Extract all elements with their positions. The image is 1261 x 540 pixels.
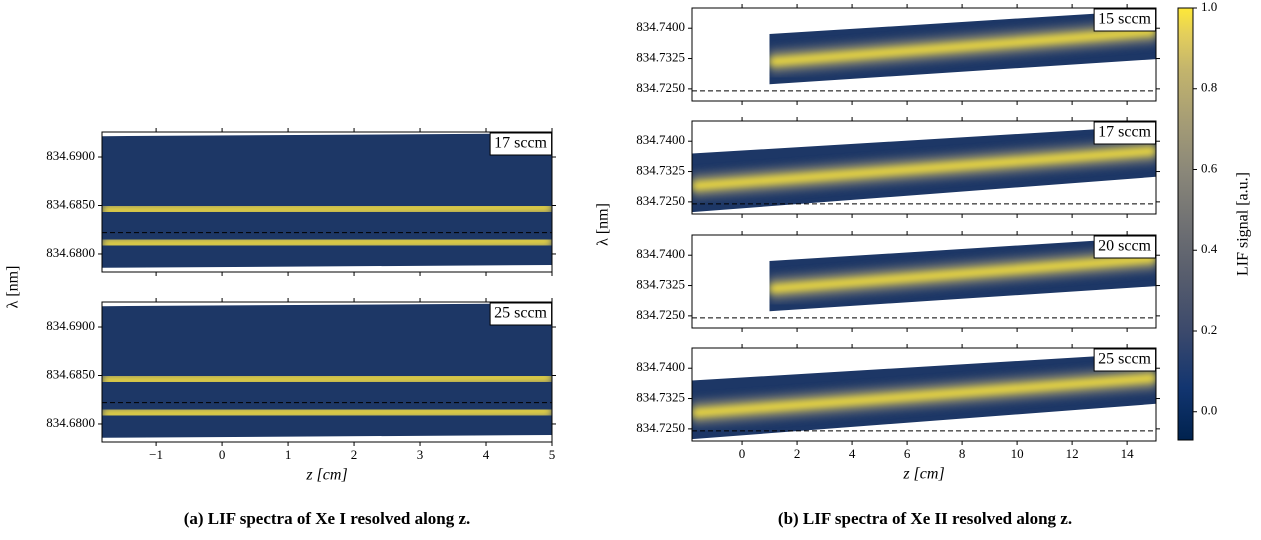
caption: (a) LIF spectra of Xe I resolved along z…	[184, 509, 471, 528]
y-tick-label: 834.6850	[46, 196, 95, 211]
x-tick-label: 10	[1011, 446, 1024, 461]
signal-band	[102, 203, 552, 215]
label-box	[489, 302, 553, 326]
colorbar-tick-label: 0.4	[1201, 241, 1218, 256]
y-tick-label: 834.7250	[636, 193, 685, 208]
x-tick-label: 8	[959, 446, 966, 461]
subplot-label: 25 sccm	[494, 305, 547, 322]
axes-frame	[101, 301, 553, 443]
heatmap	[769, 9, 1156, 85]
axes-frame	[691, 7, 1157, 102]
signal-band	[102, 406, 552, 419]
x-tick-label: 0	[739, 446, 746, 461]
y-tick-label: 834.7400	[636, 246, 685, 261]
y-tick-label: 834.7325	[636, 277, 685, 292]
axes-frame	[691, 120, 1157, 215]
label-box	[1093, 8, 1157, 32]
y-tick-label: 834.7325	[636, 390, 685, 405]
colorbar-tick-label: 1.0	[1201, 0, 1217, 14]
x-tick-label: 14	[1121, 446, 1135, 461]
x-tick-label: 2	[794, 446, 801, 461]
y-tick-label: 834.7400	[636, 132, 685, 147]
axes-frame	[101, 131, 553, 273]
signal-band	[769, 26, 1156, 67]
heatmap	[692, 352, 1156, 440]
y-axis-label: λ [nm]	[595, 203, 612, 246]
x-tick-label: 5	[549, 447, 556, 462]
subplot: 834.6800 834.6850 834.6900 17 sccm	[46, 128, 556, 276]
subplot: 834.6800 834.6850 834.6900 −1 0 1 2 3 4 5 25 sccm	[46, 298, 556, 462]
colorbar-tick-label: 0.0	[1201, 403, 1217, 418]
axes-frame	[691, 234, 1157, 329]
label-box	[1093, 235, 1157, 259]
colorbar-tick-label: 0.2	[1201, 322, 1217, 337]
x-axis-label: z [cm]	[305, 467, 347, 484]
heatmap	[769, 236, 1156, 312]
x-tick-label: 12	[1066, 446, 1079, 461]
x-tick-label: 6	[904, 446, 911, 461]
colorbar-label: LIF signal [a.u.]	[1235, 172, 1252, 276]
signal-band	[102, 236, 552, 249]
label-box	[489, 132, 553, 156]
heatmap	[102, 133, 552, 268]
heatmap	[692, 125, 1156, 213]
y-tick-label: 834.6850	[46, 366, 95, 381]
y-tick-label: 834.7250	[636, 80, 685, 95]
y-tick-label: 834.7325	[636, 163, 685, 178]
y-tick-label: 834.6800	[46, 415, 95, 430]
y-axis-label: λ [nm]	[5, 266, 22, 309]
label-box	[1093, 348, 1157, 372]
y-tick-label: 834.6900	[46, 318, 95, 333]
subplot: 834.7250 834.7325 834.7400 0 2 4 6 8 10 12 14 25 sc…	[636, 344, 1160, 461]
y-tick-label: 834.6900	[46, 148, 95, 163]
subplot: 834.7250 834.7325 834.7400 20 sccm	[636, 231, 1160, 332]
x-axis-label: z [cm]	[902, 466, 944, 483]
x-tick-label: 2	[351, 447, 358, 462]
signal-band	[692, 146, 1156, 191]
y-tick-label: 834.7400	[636, 19, 685, 34]
signal-band	[769, 253, 1156, 294]
subplot-label: 17 sccm	[1098, 124, 1151, 141]
subplot-label: 20 sccm	[1098, 238, 1151, 255]
heatmap	[102, 303, 552, 438]
y-tick-label: 834.7250	[636, 307, 685, 322]
subplot: 834.7250 834.7325 834.7400 17 sccm	[636, 117, 1160, 218]
y-tick-label: 834.7400	[636, 359, 685, 374]
colorbar-tick-label: 0.8	[1201, 80, 1217, 95]
colorbar-tick-label: 0.6	[1201, 160, 1218, 175]
caption: (b) LIF spectra of Xe II resolved along …	[778, 509, 1072, 528]
colorbar	[1177, 7, 1194, 441]
y-tick-label: 834.7250	[636, 420, 685, 435]
label-box	[1093, 121, 1157, 145]
signal-band	[692, 373, 1156, 418]
axes-frame	[691, 347, 1157, 442]
subplot: 834.7250 834.7325 834.7400 15 sccm	[636, 4, 1160, 105]
x-tick-label: 4	[483, 447, 490, 462]
subplot-label: 17 sccm	[494, 135, 547, 152]
signal-band	[102, 373, 552, 385]
x-tick-label: 0	[219, 447, 226, 462]
x-tick-label: 3	[417, 447, 424, 462]
subplot-label: 15 sccm	[1098, 11, 1151, 28]
x-tick-label: 4	[849, 446, 856, 461]
subplot-label: 25 sccm	[1098, 351, 1151, 368]
x-tick-label: −1	[149, 447, 163, 462]
y-tick-label: 834.7325	[636, 50, 685, 65]
y-tick-label: 834.6800	[46, 245, 95, 260]
x-tick-label: 1	[285, 447, 292, 462]
